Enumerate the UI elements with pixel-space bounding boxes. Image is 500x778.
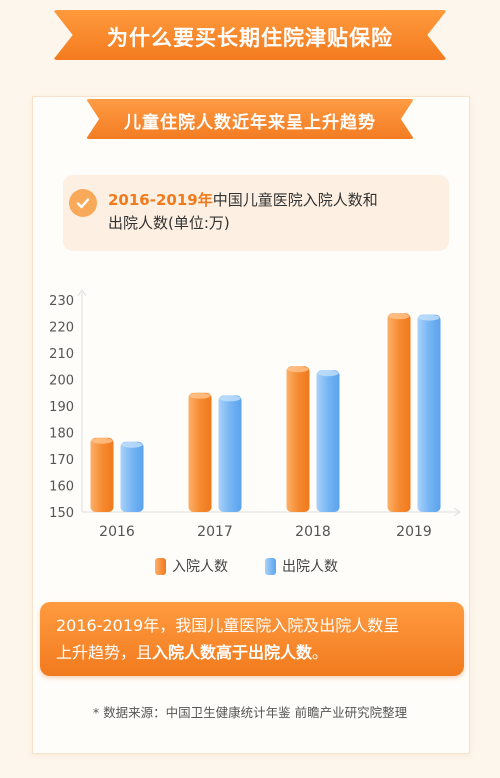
chart-description: 2016-2019年中国儿童医院入院人数和 出院人数(单位:万) bbox=[108, 189, 438, 235]
y-axis-arrow bbox=[77, 289, 87, 297]
legend-label-discharges: 出院人数 bbox=[282, 559, 338, 575]
legend-item-discharges: 出院人数 bbox=[265, 556, 338, 576]
header-banner: 为什么要买长期住院津贴保险 bbox=[53, 10, 447, 60]
bar-admissions bbox=[188, 392, 212, 512]
x-tick-label: 2018 bbox=[295, 524, 331, 540]
y-tick-label: 180 bbox=[49, 427, 74, 442]
description-line1: 中国儿童医院入院人数和 bbox=[212, 191, 378, 209]
section-title: 儿童住院人数近年来呈上升趋势 bbox=[124, 113, 376, 133]
legend-swatch-blue bbox=[265, 557, 276, 575]
bar-discharges bbox=[218, 395, 242, 512]
bar-admissions bbox=[286, 366, 310, 512]
bar-cap-discharges bbox=[418, 314, 440, 321]
legend-item-admissions: 入院人数 bbox=[155, 556, 228, 576]
description-line2: 出院人数(单位:万) bbox=[108, 214, 230, 232]
page-title: 为什么要买长期住院津贴保险 bbox=[107, 26, 393, 50]
description-box bbox=[63, 175, 449, 251]
bar-chart: 150 160 170 180 190 200 210 220 230 2016 2017 2018 2… bbox=[49, 289, 461, 540]
summary-emphasis: 入院人数高于出院人数 bbox=[152, 643, 313, 662]
x-axis-arrow bbox=[453, 507, 461, 517]
bar-admissions bbox=[387, 313, 411, 512]
description-highlight: 2016-2019年 bbox=[108, 191, 213, 209]
bar-cap-admissions bbox=[388, 313, 410, 320]
legend-swatch-orange bbox=[155, 557, 166, 575]
section-banner: 儿童住院人数近年来呈上升趋势 bbox=[86, 99, 414, 139]
check-circle-icon bbox=[69, 189, 97, 217]
summary-line1: 2016-2019年，我国儿童医院入院及出院人数呈 bbox=[56, 616, 400, 635]
y-tick-label: 220 bbox=[49, 321, 74, 336]
bar-cap-discharges bbox=[219, 395, 241, 402]
bar-cap-admissions bbox=[91, 437, 113, 444]
bar-admissions bbox=[90, 437, 114, 512]
y-tick-label: 230 bbox=[49, 294, 74, 309]
y-tick-label: 190 bbox=[49, 400, 74, 415]
bar-cap-discharges bbox=[121, 441, 143, 448]
x-tick-label: 2019 bbox=[396, 524, 432, 540]
bar-discharges bbox=[417, 314, 441, 512]
y-tick-label: 210 bbox=[49, 347, 74, 362]
x-tick-label: 2016 bbox=[99, 524, 135, 540]
y-tick-label: 150 bbox=[49, 506, 74, 521]
y-tick-label: 200 bbox=[49, 374, 74, 389]
bar-cap-admissions bbox=[189, 392, 211, 399]
bar-discharges bbox=[120, 441, 144, 512]
bar-cap-discharges bbox=[317, 370, 339, 377]
y-tick-label: 170 bbox=[49, 453, 74, 468]
bar-discharges bbox=[316, 370, 340, 512]
y-tick-label: 160 bbox=[49, 480, 74, 495]
data-source-note: * 数据来源：中国卫生健康统计年鉴 前瞻产业研究院整理 bbox=[92, 705, 408, 720]
legend-label-admissions: 入院人数 bbox=[172, 559, 228, 575]
bar-cap-admissions bbox=[287, 366, 309, 373]
x-tick-label: 2017 bbox=[197, 524, 233, 540]
summary-line2a: 上升趋势，且 bbox=[56, 643, 153, 662]
chart-legend: 入院人数 出院人数 bbox=[0, 556, 500, 580]
summary-line2c: 。 bbox=[312, 643, 329, 662]
summary-box: 2016-2019年，我国儿童医院入院及出院人数呈 上升趋势，且入院人数高于出院… bbox=[40, 602, 464, 676]
